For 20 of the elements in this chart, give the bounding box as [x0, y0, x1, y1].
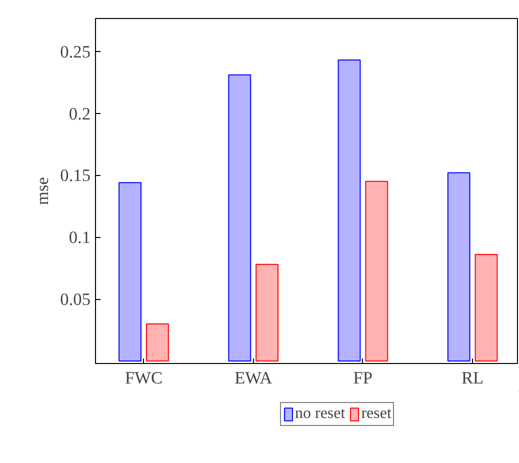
y-tick-label: 0.05 [60, 290, 91, 310]
legend-label: no reset [295, 405, 346, 423]
bar [228, 74, 252, 362]
y-tick-label: 0.25 [60, 42, 91, 62]
bar [474, 254, 498, 362]
bar [365, 180, 388, 362]
x-tick-label: FWC [124, 368, 163, 388]
x-tick-label: FP [353, 368, 373, 388]
bar [118, 182, 142, 362]
x-tick-label: RL [461, 368, 484, 388]
bar [146, 323, 169, 362]
y-tick-label: 0.1 [68, 228, 91, 248]
y-tick-label: 0.15 [60, 166, 91, 186]
x-tick-label: EWA [234, 368, 273, 388]
bar [447, 172, 470, 362]
legend-label: reset [361, 405, 392, 423]
bar [338, 60, 361, 362]
y-axis-title: mse [33, 176, 52, 205]
y-tick-label: 0.2 [68, 104, 91, 124]
bar [256, 264, 278, 362]
